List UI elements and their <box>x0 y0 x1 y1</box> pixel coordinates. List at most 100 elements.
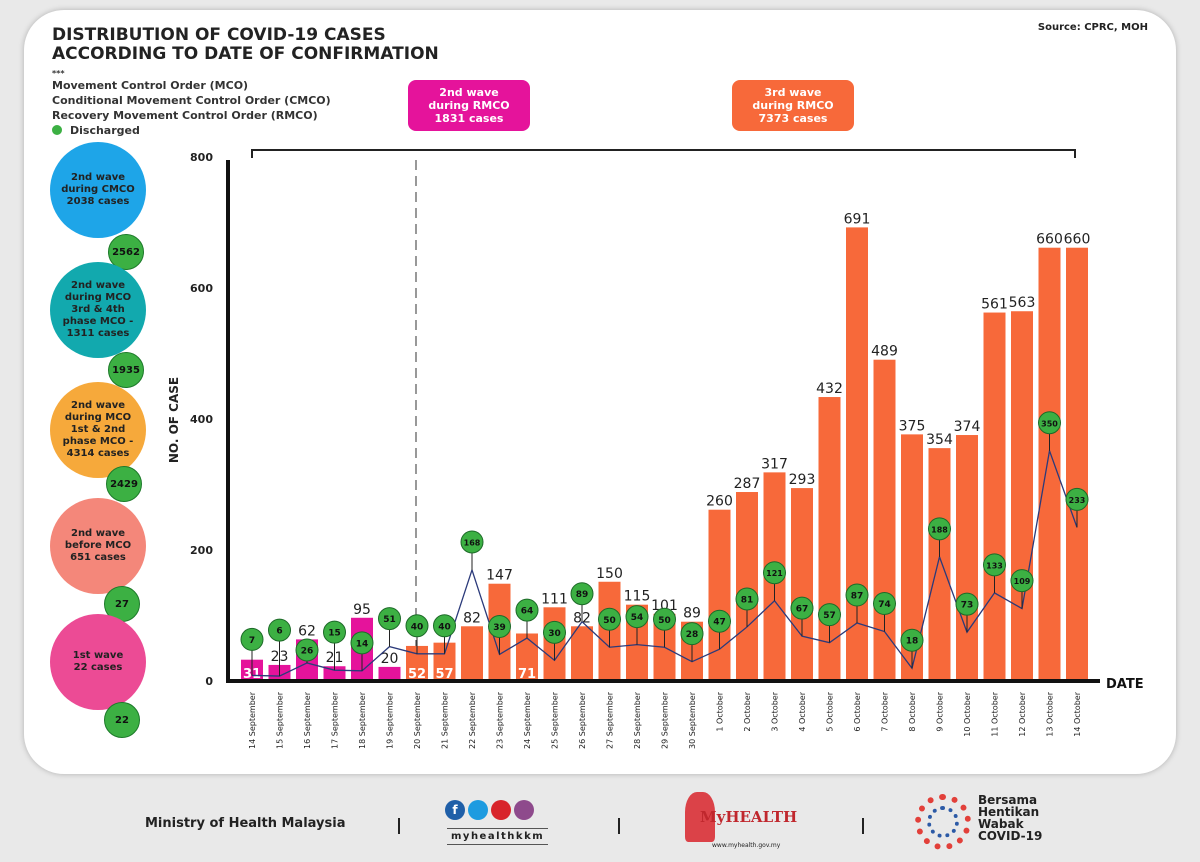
discharged-marker <box>570 582 594 606</box>
wave-badge-2nd-rmco: 2nd wave during RMCO 1831 cases <box>408 80 530 131</box>
discharged-marker <box>900 628 924 652</box>
y-tick-label: 400 <box>190 413 213 426</box>
wave-line: during RMCO <box>752 99 834 112</box>
discharged-value-label: 233 <box>1069 496 1086 505</box>
x-tick-label: 21 September <box>441 691 450 749</box>
youtube-icon[interactable] <box>491 800 511 820</box>
x-tick-label: 20 September <box>413 691 422 749</box>
bar <box>1066 247 1088 680</box>
discharged-badge: 22 <box>104 702 140 738</box>
wave-line: 2nd wave <box>439 86 499 99</box>
twitter-icon[interactable] <box>468 800 488 820</box>
social-icons: f <box>445 800 534 820</box>
y-tick-label: 0 <box>205 675 213 688</box>
bar-value-label: 111 <box>541 591 568 607</box>
discharged-marker <box>323 620 346 644</box>
discharged-marker <box>515 598 539 622</box>
bubble-line: during MCO <box>64 292 132 303</box>
discharged-value-label: 40 <box>411 622 424 632</box>
x-tick-label: 3 October <box>771 691 780 731</box>
bar-value-label: 95 <box>353 602 371 618</box>
myhealth-figure-icon <box>685 792 715 842</box>
ministry-label: Ministry of Health Malaysia <box>145 816 346 831</box>
campaign-line: Hentikan <box>978 805 1040 819</box>
bubble-line: 2nd wave <box>70 528 125 539</box>
x-tick-label: 18 September <box>358 691 367 749</box>
bubble-line: 3rd & 4th <box>71 304 125 315</box>
discharged-value-label: 51 <box>383 615 396 625</box>
bar-value-label: 660 <box>1064 232 1091 248</box>
bar <box>461 626 483 680</box>
x-tick-label: 1 October <box>716 691 725 731</box>
x-tick-label: 16 September <box>303 691 312 749</box>
bubble-line: during CMCO <box>61 184 135 195</box>
x-tick-label: 10 October <box>963 691 972 736</box>
discharged-value-label: 188 <box>931 525 948 534</box>
bubble-line: before MCO <box>64 540 132 551</box>
discharged-value-label: 81 <box>741 595 754 605</box>
discharged-marker <box>763 561 786 585</box>
discharged-marker <box>818 603 841 627</box>
discharged-value-label: 89 <box>576 590 589 600</box>
bar-value-label: 660 <box>1036 232 1063 248</box>
bar <box>571 626 593 680</box>
discharged-marker <box>680 622 704 646</box>
discharged-value-label: 50 <box>603 616 616 626</box>
discharged-value-label: 87 <box>851 592 864 602</box>
legend-cmco: Conditional Movement Control Order (CMCO… <box>52 94 331 107</box>
discharged-badge: 1935 <box>108 352 144 388</box>
discharged-marker <box>295 638 319 662</box>
facebook-icon[interactable]: f <box>445 800 465 820</box>
discharged-marker <box>543 620 566 644</box>
discharged-value-label: 40 <box>438 622 451 632</box>
discharged-value-label: 28 <box>686 630 699 640</box>
bar-value-label: 375 <box>899 418 926 434</box>
bar-value-label: 82 <box>463 610 481 626</box>
bar-value-label: 89 <box>683 606 701 622</box>
instagram-icon[interactable] <box>514 800 534 820</box>
discharged-value-label: 168 <box>464 538 481 547</box>
discharged-marker <box>625 605 649 629</box>
legend-discharged: Discharged <box>52 123 331 138</box>
discharged-badge: 2429 <box>106 466 142 502</box>
title-line-1: DISTRIBUTION OF COVID-19 CASES <box>52 25 386 45</box>
legend-discharged-label: Discharged <box>70 124 140 137</box>
x-tick-label: 12 October <box>1018 691 1027 736</box>
wave-bubble: 2nd wave during MCO 3rd & 4th phase MCO -13… <box>50 262 146 358</box>
bar-value-label: 691 <box>844 211 871 227</box>
bar <box>516 633 538 680</box>
x-axis-label: DATE <box>1106 677 1144 692</box>
discharged-marker <box>488 614 511 638</box>
discharged-value-label: 30 <box>548 629 561 639</box>
bar-value-label: 489 <box>871 344 898 360</box>
bar <box>956 435 978 680</box>
discharged-value-label: 74 <box>878 600 891 610</box>
bubble-line: 1st & 2nd <box>70 424 126 435</box>
x-tick-label: 14 September <box>248 691 257 749</box>
bar <box>901 434 923 680</box>
discharged-marker <box>405 614 429 638</box>
bar <box>736 492 758 680</box>
wave-bubble: 2nd wave during MCO 1st & 2nd phase MCO -43… <box>50 382 146 478</box>
discharged-value-label: 67 <box>796 605 809 615</box>
bar-value-label: 563 <box>1009 295 1036 311</box>
x-tick-label: 25 September <box>551 691 560 749</box>
wave-bubble: 2nd wave before MCO 651 cases <box>50 498 146 594</box>
divider <box>862 818 864 834</box>
discharged-marker <box>653 607 676 631</box>
bar-value-label: 71 <box>518 667 536 682</box>
bar-value-label: 62 <box>298 623 316 639</box>
source-text: Source: CPRC, MOH <box>1037 22 1148 33</box>
bar <box>708 509 731 680</box>
bubble-line: phase MCO - <box>62 436 134 447</box>
bar <box>983 312 1006 680</box>
bar <box>433 642 456 680</box>
x-tick-label: 15 September <box>276 691 285 749</box>
bar-value-label: 150 <box>596 566 623 582</box>
discharged-marker <box>845 583 869 607</box>
bar-value-label: 115 <box>624 589 651 605</box>
x-tick-label: 19 September <box>386 691 395 749</box>
campaign-sunburst-icon <box>915 794 971 850</box>
discharged-value-label: 15 <box>328 629 341 639</box>
divider <box>398 818 400 834</box>
